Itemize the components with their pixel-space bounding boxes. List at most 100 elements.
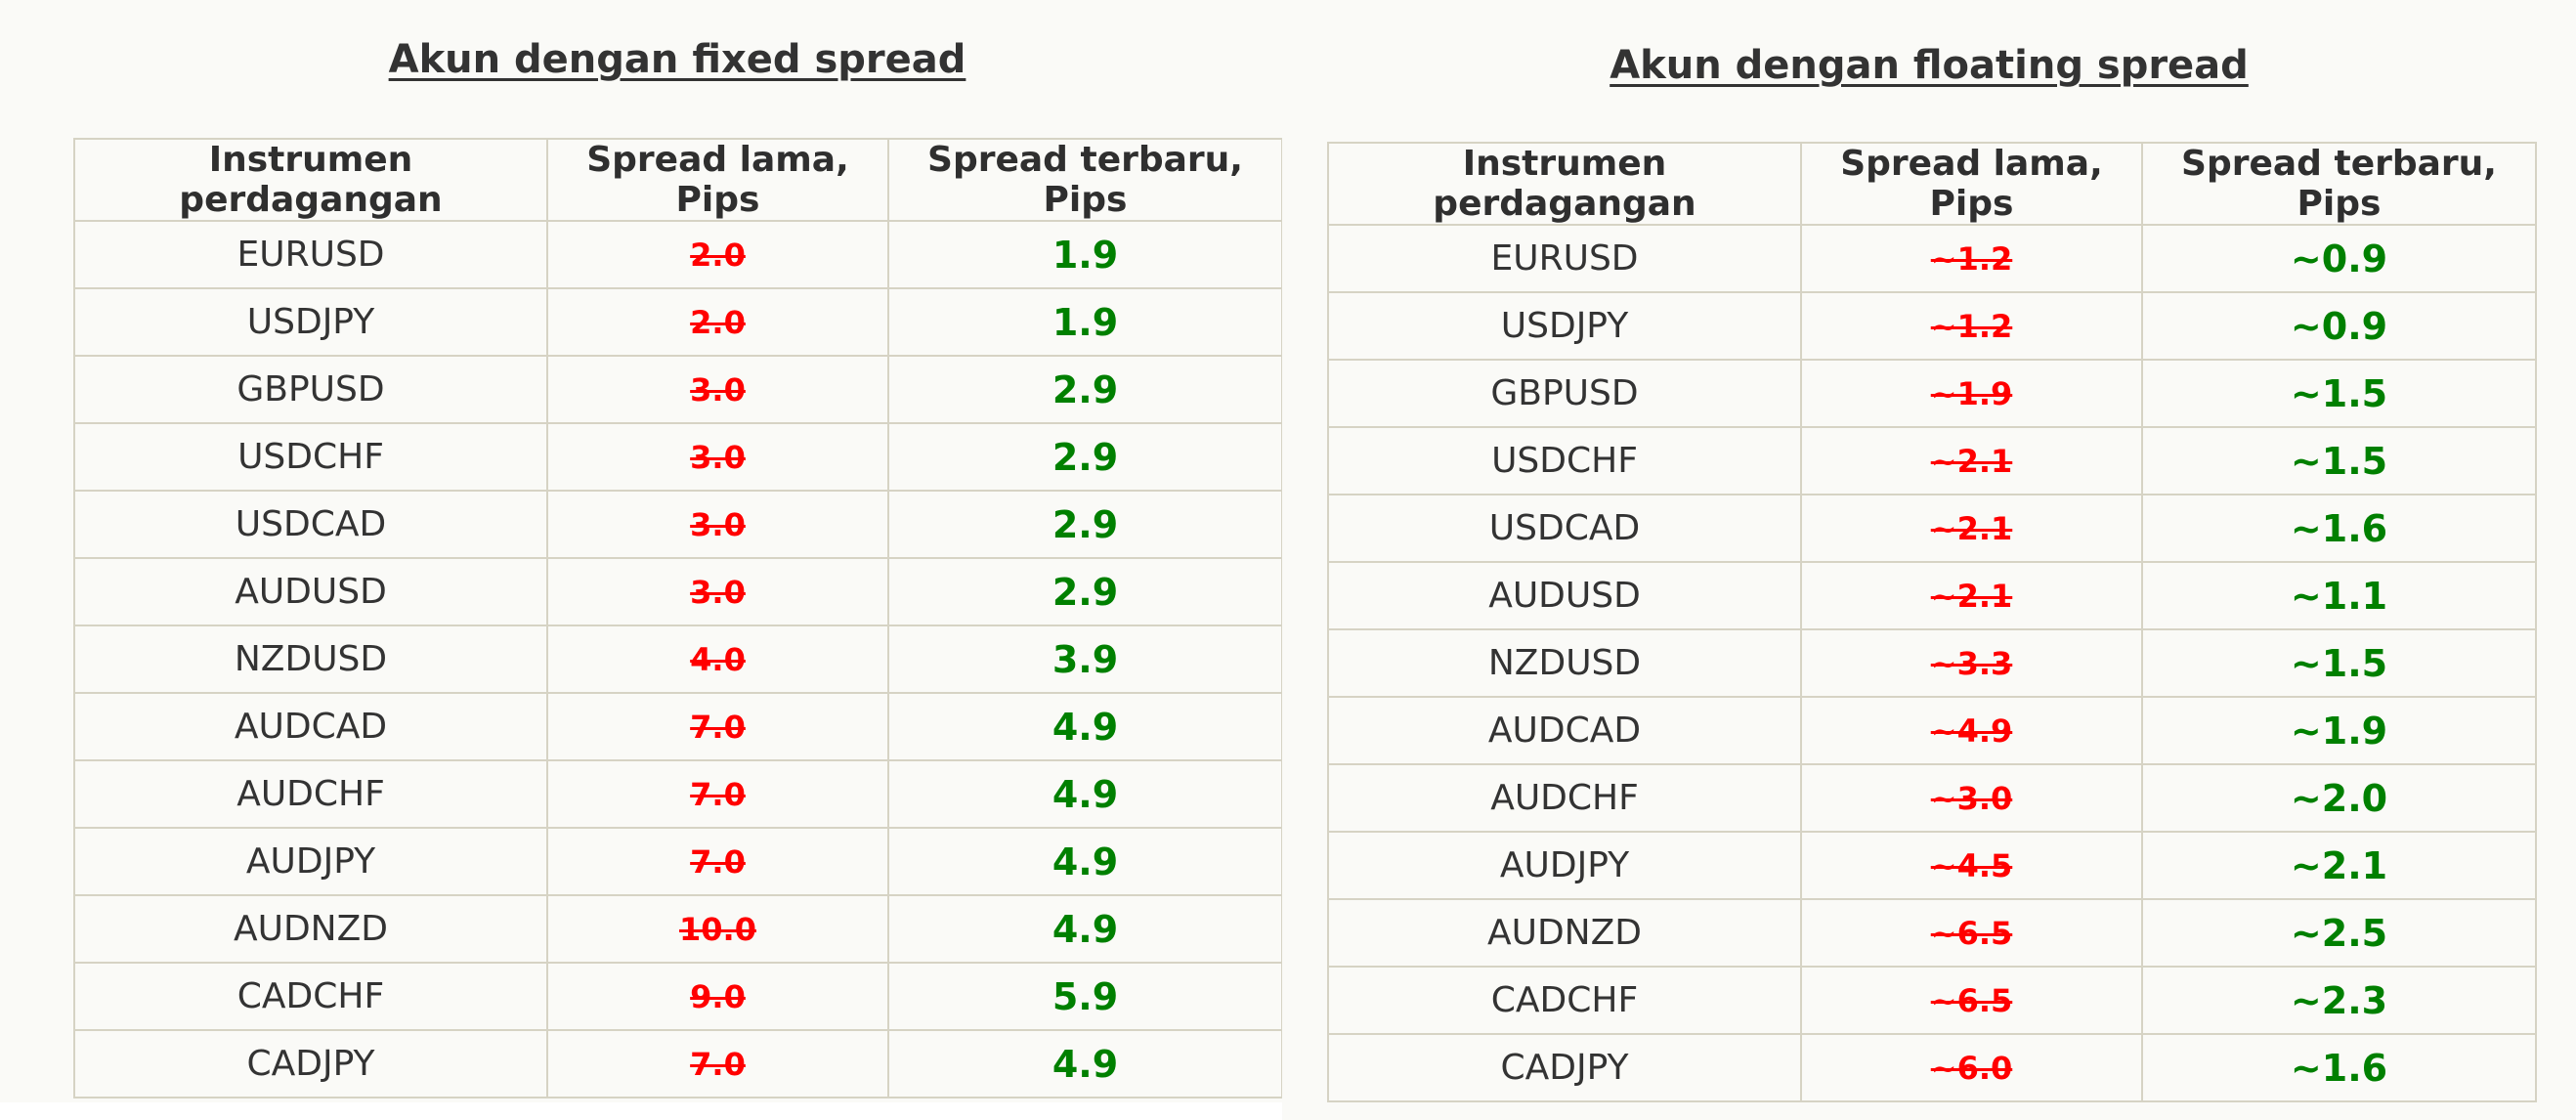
new-spread-cell: 2.9: [887, 490, 1283, 559]
table-row: USDCHF 3.0 2.9: [73, 422, 1283, 492]
table-row: USDJPY 2.0 1.9: [73, 287, 1283, 357]
old-spread-cell: 3.0: [546, 557, 889, 626]
old-spread-cell: ~6.5: [1800, 898, 2143, 968]
new-spread-cell: ~1.6: [2141, 1033, 2537, 1102]
new-spread-cell: ~1.1: [2141, 561, 2537, 630]
new-spread-cell: 4.9: [887, 692, 1283, 761]
old-spread-cell: 2.0: [546, 287, 889, 357]
table-body: EURUSD 2.0 1.9 USDJPY 2.0 1.9 GBPUSD 3.0 2.9 USDC…: [73, 220, 1283, 1098]
instrument-cell: EURUSD: [73, 220, 548, 289]
new-spread-cell: 2.9: [887, 422, 1283, 492]
instrument-cell: AUDJPY: [73, 827, 548, 896]
old-spread-cell: 2.0: [546, 220, 889, 289]
old-spread-cell: ~4.5: [1800, 831, 2143, 900]
fixed-spread-table: Instrumen perdagangan Spread lama, Pips …: [73, 138, 1283, 1098]
new-spread-cell: 2.9: [887, 355, 1283, 424]
table-row: AUDNZD 10.0 4.9: [73, 894, 1283, 964]
table-header-row: Instrumen perdagangan Spread lama, Pips …: [1327, 142, 2537, 226]
table-row: EURUSD ~1.2 ~0.9: [1327, 224, 2537, 293]
table-row: AUDCAD 7.0 4.9: [73, 692, 1283, 761]
new-spread-cell: ~0.9: [2141, 224, 2537, 293]
table-row: USDCAD 3.0 2.9: [73, 490, 1283, 559]
table-row: AUDUSD ~2.1 ~1.1: [1327, 561, 2537, 630]
old-spread-cell: ~2.1: [1800, 561, 2143, 630]
header-instrument: Instrumen perdagangan: [73, 138, 548, 222]
old-spread-cell: ~2.1: [1800, 426, 2143, 495]
instrument-cell: USDJPY: [1327, 291, 1802, 361]
header-instrument: Instrumen perdagangan: [1327, 142, 1802, 226]
instrument-cell: CADJPY: [73, 1029, 548, 1098]
instrument-cell: USDJPY: [73, 287, 548, 357]
old-spread-cell: ~4.9: [1800, 696, 2143, 765]
instrument-cell: AUDNZD: [73, 894, 548, 964]
new-spread-cell: 1.9: [887, 220, 1283, 289]
new-spread-cell: ~1.5: [2141, 359, 2537, 428]
header-new-spread: Spread terbaru, Pips: [2141, 142, 2537, 226]
instrument-cell: AUDCAD: [73, 692, 548, 761]
old-spread-cell: ~1.2: [1800, 291, 2143, 361]
instrument-cell: USDCAD: [1327, 494, 1802, 563]
old-spread-cell: 4.0: [546, 625, 889, 694]
instrument-cell: AUDUSD: [1327, 561, 1802, 630]
old-spread-cell: 3.0: [546, 355, 889, 424]
table-header-row: Instrumen perdagangan Spread lama, Pips …: [73, 138, 1283, 222]
old-spread-cell: 7.0: [546, 1029, 889, 1098]
instrument-cell: AUDJPY: [1327, 831, 1802, 900]
new-spread-cell: 1.9: [887, 287, 1283, 357]
table-body: EURUSD ~1.2 ~0.9 USDJPY ~1.2 ~0.9 GBPUSD ~1.9 ~1…: [1327, 224, 2537, 1102]
old-spread-cell: ~2.1: [1800, 494, 2143, 563]
instrument-cell: AUDCAD: [1327, 696, 1802, 765]
table-row: USDCAD ~2.1 ~1.6: [1327, 494, 2537, 563]
table-row: AUDNZD ~6.5 ~2.5: [1327, 898, 2537, 968]
instrument-cell: CADJPY: [1327, 1033, 1802, 1102]
old-spread-cell: ~3.3: [1800, 628, 2143, 698]
instrument-cell: AUDNZD: [1327, 898, 1802, 968]
new-spread-cell: ~0.9: [2141, 291, 2537, 361]
new-spread-cell: ~1.9: [2141, 696, 2537, 765]
new-spread-cell: ~2.5: [2141, 898, 2537, 968]
table-row: AUDJPY 7.0 4.9: [73, 827, 1283, 896]
instrument-cell: USDCHF: [73, 422, 548, 492]
table-row: AUDCHF 7.0 4.9: [73, 759, 1283, 829]
instrument-cell: AUDCHF: [73, 759, 548, 829]
table-row: NZDUSD ~3.3 ~1.5: [1327, 628, 2537, 698]
floating-spread-panel: Akun dengan floating spread Instrumen pe…: [1282, 0, 2576, 1120]
old-spread-cell: 7.0: [546, 827, 889, 896]
new-spread-cell: ~1.6: [2141, 494, 2537, 563]
header-new-spread: Spread terbaru, Pips: [887, 138, 1283, 222]
table-row: NZDUSD 4.0 3.9: [73, 625, 1283, 694]
table-row: CADCHF ~6.5 ~2.3: [1327, 966, 2537, 1035]
instrument-cell: AUDCHF: [1327, 763, 1802, 833]
table-row: GBPUSD ~1.9 ~1.5: [1327, 359, 2537, 428]
fixed-spread-title: Akun dengan fixed spread: [388, 37, 966, 82]
table-row: USDJPY ~1.2 ~0.9: [1327, 291, 2537, 361]
fixed-spread-panel: Akun dengan fixed spread Instrumen perda…: [0, 0, 1283, 1102]
old-spread-cell: 3.0: [546, 490, 889, 559]
new-spread-cell: ~2.1: [2141, 831, 2537, 900]
old-spread-cell: ~6.5: [1800, 966, 2143, 1035]
header-old-spread: Spread lama, Pips: [1800, 142, 2143, 226]
floating-spread-table: Instrumen perdagangan Spread lama, Pips …: [1327, 142, 2537, 1102]
table-row: GBPUSD 3.0 2.9: [73, 355, 1283, 424]
old-spread-cell: 3.0: [546, 422, 889, 492]
instrument-cell: EURUSD: [1327, 224, 1802, 293]
old-spread-cell: 7.0: [546, 759, 889, 829]
header-old-spread: Spread lama, Pips: [546, 138, 889, 222]
old-spread-cell: 9.0: [546, 962, 889, 1031]
table-row: AUDCHF ~3.0 ~2.0: [1327, 763, 2537, 833]
table-row: AUDUSD 3.0 2.9: [73, 557, 1283, 626]
instrument-cell: AUDUSD: [73, 557, 548, 626]
new-spread-cell: ~2.0: [2141, 763, 2537, 833]
old-spread-cell: ~3.0: [1800, 763, 2143, 833]
new-spread-cell: ~2.3: [2141, 966, 2537, 1035]
new-spread-cell: 5.9: [887, 962, 1283, 1031]
instrument-cell: NZDUSD: [73, 625, 548, 694]
table-row: CADJPY 7.0 4.9: [73, 1029, 1283, 1098]
old-spread-cell: ~1.2: [1800, 224, 2143, 293]
table-row: CADCHF 9.0 5.9: [73, 962, 1283, 1031]
old-spread-cell: ~6.0: [1800, 1033, 2143, 1102]
instrument-cell: NZDUSD: [1327, 628, 1802, 698]
new-spread-cell: ~1.5: [2141, 426, 2537, 495]
instrument-cell: GBPUSD: [73, 355, 548, 424]
instrument-cell: CADCHF: [1327, 966, 1802, 1035]
